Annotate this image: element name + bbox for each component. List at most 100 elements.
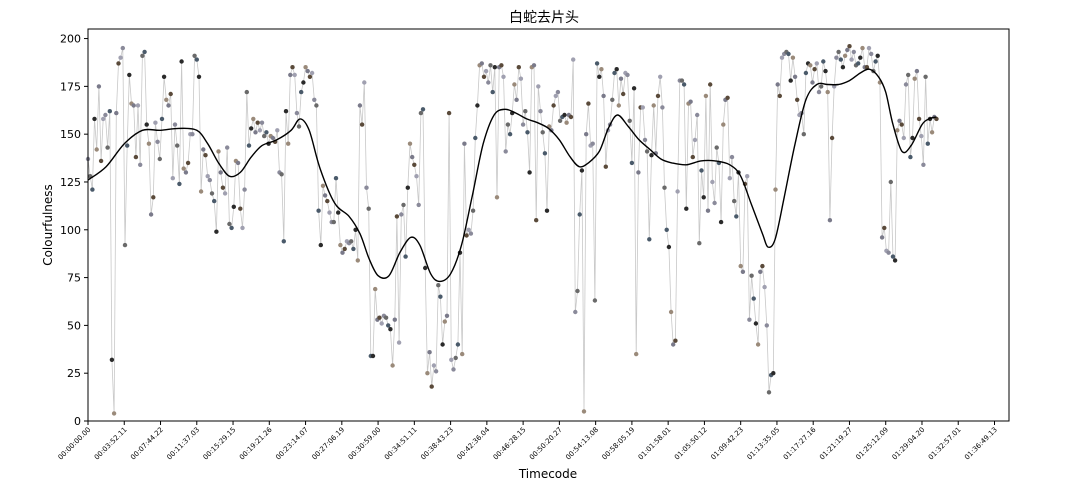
data-point <box>212 198 217 204</box>
data-point <box>688 99 693 104</box>
data-point <box>664 227 669 232</box>
data-point <box>125 143 130 148</box>
data-point <box>172 122 178 127</box>
data-point <box>773 187 778 192</box>
data-point <box>584 132 589 137</box>
data-point <box>673 338 678 343</box>
x-tick-label: 01:01:58.01 <box>637 426 673 462</box>
data-point <box>895 128 900 133</box>
data-point <box>246 143 252 148</box>
data-point <box>527 170 532 175</box>
data-point <box>747 317 752 322</box>
data-point <box>764 323 769 328</box>
x-tick-label: 00:03:52.11 <box>93 426 129 462</box>
data-point <box>386 323 391 328</box>
data-point <box>420 107 426 112</box>
data-point <box>860 45 865 51</box>
y-tick-label: 100 <box>60 224 81 237</box>
data-point <box>834 55 839 60</box>
x-tick-label: 01:25:12.09 <box>854 426 890 462</box>
data-point <box>725 95 730 101</box>
data-point <box>512 82 517 87</box>
data-point <box>836 49 841 55</box>
data-point <box>845 47 850 53</box>
y-axis-label: Colourfulness <box>41 184 55 266</box>
data-point <box>340 250 345 255</box>
data-point <box>190 132 195 137</box>
x-tick-label: 00:42:36.04 <box>456 425 492 461</box>
data-point <box>866 45 872 51</box>
data-point <box>438 294 443 299</box>
data-point <box>177 181 182 187</box>
data-point <box>838 57 843 62</box>
data-point <box>520 122 526 127</box>
data-point <box>101 116 106 122</box>
data-point <box>410 154 415 160</box>
data-point <box>414 174 419 179</box>
data-point <box>349 239 354 244</box>
data-point <box>695 112 700 118</box>
data-point <box>579 168 585 173</box>
data-point <box>540 130 545 135</box>
data-point <box>153 120 158 125</box>
data-point <box>581 409 587 414</box>
data-point <box>795 97 800 103</box>
data-point <box>734 214 739 219</box>
data-point <box>681 82 687 87</box>
data-point <box>466 227 471 232</box>
data-point <box>888 179 893 185</box>
data-point <box>388 327 393 332</box>
data-point <box>819 84 824 89</box>
data-point <box>594 61 600 66</box>
x-tick-label: 00:00:00.00 <box>57 426 93 462</box>
data-point <box>732 198 737 204</box>
x-tick-label: 00:30:59.00 <box>347 426 383 462</box>
data-point <box>159 116 165 122</box>
data-point <box>829 135 835 141</box>
data-point <box>514 97 519 103</box>
data-point <box>105 145 110 150</box>
data-point <box>242 187 247 192</box>
data-point <box>779 55 785 60</box>
data-point <box>377 315 382 320</box>
data-point <box>144 122 149 127</box>
data-point <box>634 351 639 357</box>
data-point <box>697 241 702 246</box>
data-point <box>229 225 234 231</box>
data-point <box>814 61 819 66</box>
data-point <box>849 57 854 62</box>
data-point <box>481 74 487 80</box>
data-point <box>708 82 713 87</box>
data-point <box>429 384 434 389</box>
x-axis: 00:00:00.00 00:03:52.11 00:07:44.22 00:11:3… <box>57 421 999 462</box>
data-point <box>740 269 746 274</box>
data-point <box>771 371 776 376</box>
data-point <box>183 170 189 175</box>
data-point <box>401 202 406 208</box>
data-point <box>90 187 95 192</box>
data-point <box>758 269 763 274</box>
y-tick-label: 150 <box>60 128 81 141</box>
data-point <box>196 74 202 80</box>
data-point <box>331 219 336 225</box>
data-point <box>571 57 576 62</box>
data-point <box>534 218 539 223</box>
data-point <box>531 63 537 68</box>
data-point <box>475 103 480 108</box>
data-point <box>929 130 935 135</box>
x-tick-label: 01:09:42.23 <box>709 426 745 462</box>
data-point <box>494 195 500 200</box>
data-point <box>923 74 928 80</box>
data-point <box>912 76 917 81</box>
data-point <box>294 110 300 116</box>
data-point <box>666 244 672 250</box>
data-point <box>908 154 913 160</box>
data-point <box>359 122 365 127</box>
data-point <box>225 145 230 150</box>
data-point <box>919 133 924 139</box>
data-point <box>362 80 367 85</box>
data-point <box>792 74 798 80</box>
data-point <box>921 162 926 167</box>
data-point <box>140 53 145 58</box>
data-point <box>281 239 286 244</box>
